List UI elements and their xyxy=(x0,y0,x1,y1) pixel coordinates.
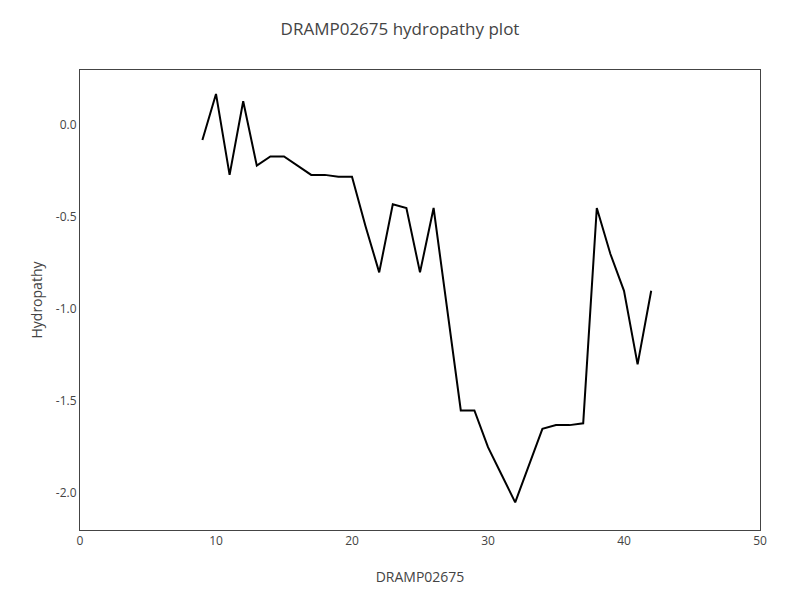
svg-text:50: 50 xyxy=(753,532,767,549)
svg-text:0: 0 xyxy=(77,532,84,549)
svg-text:-1.5: -1.5 xyxy=(56,392,77,409)
svg-text:0.0: 0.0 xyxy=(60,116,77,133)
svg-text:10: 10 xyxy=(209,532,223,549)
svg-text:-0.5: -0.5 xyxy=(56,208,77,225)
svg-text:DRAMP02675 hydropathy plot: DRAMP02675 hydropathy plot xyxy=(281,17,520,40)
svg-text:Hydropathy: Hydropathy xyxy=(27,261,46,339)
svg-text:40: 40 xyxy=(617,532,631,549)
svg-text:-2.0: -2.0 xyxy=(56,484,77,501)
svg-text:20: 20 xyxy=(345,532,359,549)
svg-text:DRAMP02675: DRAMP02675 xyxy=(376,567,465,586)
svg-text:-1.0: -1.0 xyxy=(56,300,77,317)
svg-text:30: 30 xyxy=(481,532,495,549)
